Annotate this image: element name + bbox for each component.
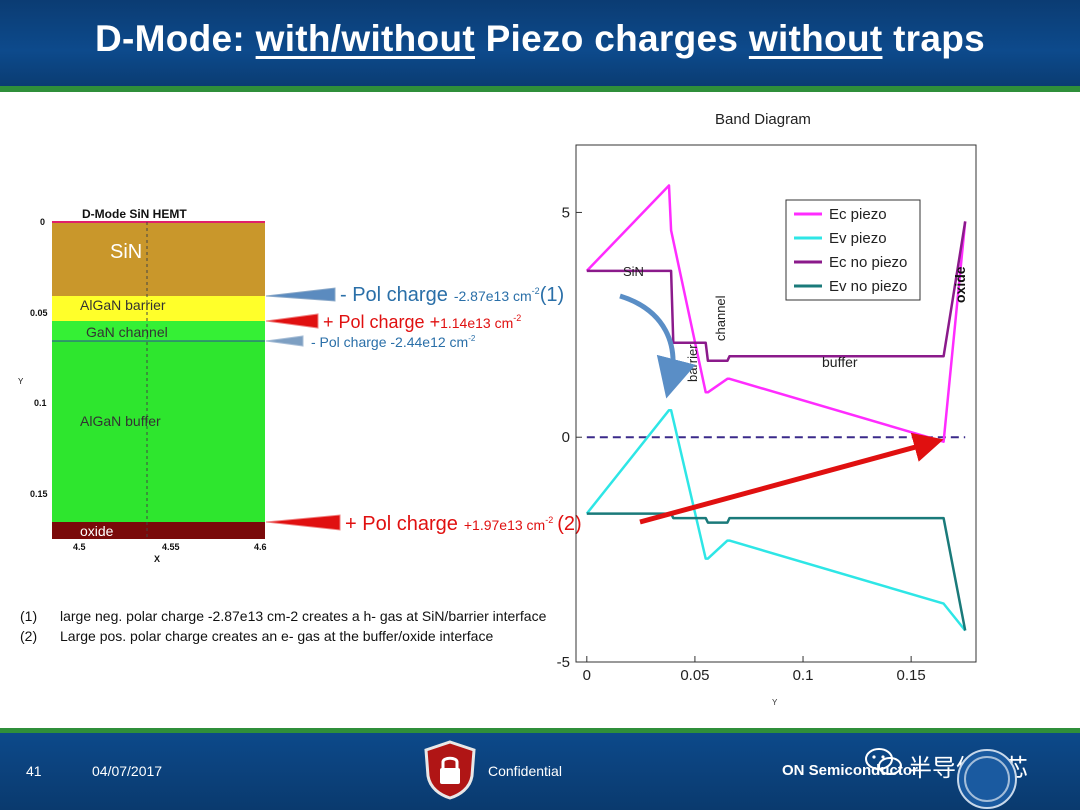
y-tick-label-1: 0 bbox=[562, 429, 570, 446]
layer-label-barrier: AlGaN barrier bbox=[80, 297, 166, 313]
layer-barrier bbox=[52, 296, 265, 321]
pol3-label: - Pol charge -2.44e12 cm bbox=[311, 334, 468, 350]
layer-label-sin: SiN bbox=[110, 241, 142, 263]
footer-bar: 41 04/07/2017 Confidential ON Semiconduc… bbox=[0, 728, 1080, 810]
pointer-pol4 bbox=[265, 514, 341, 531]
wechat-icon bbox=[865, 748, 902, 775]
legend-label-3: Ev no piezo bbox=[829, 278, 907, 295]
series-line-ec-piezo bbox=[585, 184, 967, 443]
lock-shield-icon bbox=[424, 740, 476, 800]
chart-title: Band Diagram bbox=[715, 111, 811, 128]
device-cross-section: D-Mode SiN HEMT SiN AlGaN barrier GaN ch… bbox=[18, 207, 582, 564]
note-2-number: (2) bbox=[20, 628, 38, 644]
x-tick-455: 4.55 bbox=[162, 542, 180, 552]
pol3-exp: -2 bbox=[468, 334, 476, 343]
layer-label-channel: GaN channel bbox=[86, 324, 168, 340]
pol4-value: +1.97e13 cm bbox=[464, 517, 545, 533]
series-line-ev-piezo bbox=[585, 408, 967, 632]
x-tick-46: 4.6 bbox=[254, 542, 267, 552]
note-2: (2) Large pos. polar charge creates an e-… bbox=[20, 626, 546, 646]
pol2-value: 1.14e13 cm bbox=[440, 315, 513, 331]
x-tick-label-2: 0.1 bbox=[793, 667, 814, 684]
pol1-value: -2.87e13 cm bbox=[454, 288, 532, 304]
x-tick-45: 4.5 bbox=[73, 542, 86, 552]
region-label-oxide: oxide bbox=[952, 266, 968, 303]
page-number: 41 bbox=[26, 763, 42, 779]
pol1-tag: (1) bbox=[540, 284, 564, 306]
x-tick-label-3: 0.15 bbox=[897, 667, 926, 684]
y-tick-015: 0.15 bbox=[30, 489, 48, 499]
footer-date: 04/07/2017 bbox=[92, 763, 163, 779]
y-tick-label-0: -5 bbox=[557, 654, 570, 671]
pol1-exp: -2 bbox=[532, 286, 540, 296]
title-suffix: traps bbox=[882, 18, 986, 59]
x-tick-label-0: 0 bbox=[583, 667, 591, 684]
chart-legend bbox=[785, 199, 921, 301]
note-2-text: Large pos. polar charge creates an e- ga… bbox=[60, 628, 494, 644]
layer-label-oxide: oxide bbox=[80, 523, 114, 539]
x-axis-ticks: 0 0.05 0.1 0.15 bbox=[583, 656, 926, 684]
region-label-buffer: buffer bbox=[822, 354, 858, 370]
legend-entries: Ec piezo Ev piezo Ec no piezo Ev no piezo bbox=[794, 206, 907, 295]
confidential-label: Confidential bbox=[488, 763, 562, 779]
title-without: without bbox=[748, 18, 883, 59]
region-label-barrier: barrier bbox=[685, 344, 700, 382]
band-diagram-chart: Band Diagram -5 0 5 0 0.05 0.1 0.15 Y SiN bar… bbox=[557, 111, 977, 707]
device-title: D-Mode SiN HEMT bbox=[82, 207, 187, 221]
pointer-pol1 bbox=[265, 287, 336, 302]
y-tick-0: 0 bbox=[40, 217, 45, 227]
x-axis-label: X bbox=[154, 554, 160, 564]
region-label-sin: SiN bbox=[623, 264, 644, 279]
note-1: (1) large neg. polar charge -2.87e13 cm-2… bbox=[20, 606, 546, 626]
pointer-pol2 bbox=[265, 313, 319, 329]
region-label-channel: channel bbox=[713, 295, 728, 341]
note-1-number: (1) bbox=[20, 608, 38, 624]
title-bar: D-Mode: with/without Piezo charges witho… bbox=[0, 0, 1080, 92]
legend-label-1: Ev piezo bbox=[829, 230, 887, 247]
company-name: ON Semiconductor bbox=[782, 762, 918, 779]
title-with-without: with/without bbox=[255, 18, 475, 59]
layer-channel bbox=[52, 321, 265, 341]
annotation-pol3: - Pol charge -2.44e12 cm-2 bbox=[311, 334, 476, 350]
layer-label-buffer: AlGaN buffer bbox=[80, 413, 161, 429]
title-prefix: D-Mode: bbox=[94, 18, 256, 59]
slide-title: D-Mode: with/without Piezo charges witho… bbox=[0, 18, 1080, 60]
plot-frame bbox=[575, 144, 977, 663]
y-tick-label-2: 5 bbox=[562, 204, 570, 221]
layer-sin bbox=[52, 222, 265, 296]
footnotes: (1) large neg. polar charge -2.87e13 cm-2… bbox=[20, 606, 546, 646]
y-axis-ticks: -5 0 5 bbox=[557, 204, 582, 671]
x-tick-label-1: 0.05 bbox=[680, 667, 709, 684]
note-1-text: large neg. polar charge -2.87e13 cm-2 cr… bbox=[60, 608, 547, 624]
layer-buffer bbox=[52, 341, 265, 522]
pol4-label: + Pol charge bbox=[345, 513, 458, 535]
on-semi-logo bbox=[957, 749, 1017, 809]
pol2-exp: -2 bbox=[513, 313, 521, 323]
layer-oxide bbox=[52, 522, 265, 539]
y-tick-01: 0.1 bbox=[34, 398, 47, 408]
annotation-pol1: - Pol charge -2.87e13 cm-2(1) bbox=[340, 284, 564, 306]
annotation-pol2: + Pol charge +1.14e13 cm-2 bbox=[323, 312, 521, 332]
pol1-label: - Pol charge bbox=[340, 284, 448, 306]
pol4-exp: -2 bbox=[545, 515, 553, 525]
pointer-pol3 bbox=[265, 335, 304, 347]
legend-label-0: Ec piezo bbox=[829, 206, 887, 223]
y-axis-label: Y bbox=[18, 377, 24, 386]
chart-x-axis-label: Y bbox=[772, 698, 778, 707]
title-middle: Piezo charges bbox=[474, 18, 749, 59]
series-line-ev-no-piezo bbox=[586, 512, 967, 631]
legend-label-2: Ec no piezo bbox=[829, 254, 907, 271]
y-tick-005: 0.05 bbox=[30, 308, 48, 318]
pol2-label: + Pol charge + bbox=[323, 312, 440, 332]
